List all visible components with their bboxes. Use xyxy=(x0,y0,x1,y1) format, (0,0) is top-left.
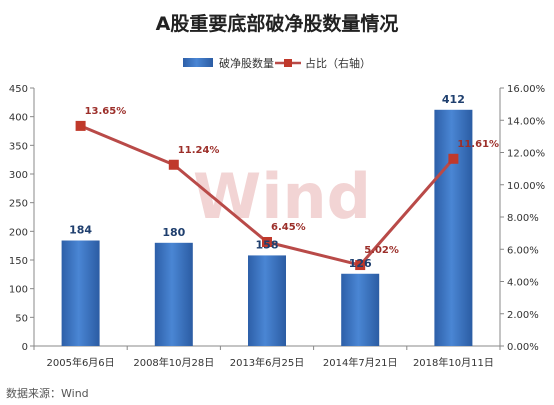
bars xyxy=(61,109,473,346)
right-axis-tick-label: 16.00% xyxy=(507,84,545,95)
right-axis-tick-label: 14.00% xyxy=(507,116,545,127)
left-axis-tick-label: 150 xyxy=(9,256,28,267)
bar-value-label: 180 xyxy=(162,226,185,239)
left-axis-tick-label: 450 xyxy=(9,84,28,95)
right-axis-tick-label: 8.00% xyxy=(507,213,539,224)
ratio-value-label: 5.02% xyxy=(364,245,399,256)
ratio-value-label: 13.65% xyxy=(85,106,127,117)
right-axis-tick-label: 2.00% xyxy=(507,310,539,321)
bar-value-label: 158 xyxy=(256,238,279,251)
left-axis-tick-label: 400 xyxy=(9,113,28,124)
ratio-point xyxy=(75,120,86,131)
legend: 破净股数量 占比（右轴） xyxy=(183,56,371,70)
ratio-line-layer xyxy=(75,120,459,271)
ratio-value-label: 11.24% xyxy=(178,145,220,156)
ratio-point xyxy=(355,260,366,271)
data-labels: 184 180 158 126 412 13.65% 11.24% 6.45% 5.02% 11.… xyxy=(69,93,499,270)
bar xyxy=(341,273,380,346)
ratio-point xyxy=(448,153,459,164)
bar-value-label: 184 xyxy=(69,224,92,237)
ratio-value-label: 11.61% xyxy=(457,139,499,150)
left-axis-tick-label: 250 xyxy=(9,199,28,210)
axes: 0 50 100 150 200 250 300 350 400 450 0.00% 2.00% 4.0… xyxy=(9,84,545,369)
left-axis-tick-label: 350 xyxy=(9,141,28,152)
ratio-value-label: 6.45% xyxy=(271,222,306,233)
chart-title: A股重要底部破净股数量情况 xyxy=(156,12,399,35)
bar xyxy=(248,255,286,346)
right-axis-tick-label: 0.00% xyxy=(507,342,539,353)
right-axis-tick-label: 12.00% xyxy=(507,149,545,160)
source-note: 数据来源：Wind xyxy=(6,387,89,400)
legend-bar-swatch xyxy=(183,58,213,67)
x-axis-tick-label: 2018年10月11日 xyxy=(413,356,494,369)
legend-line-marker xyxy=(284,59,292,67)
bar xyxy=(154,242,193,346)
right-axis-tick-label: 6.00% xyxy=(507,245,539,256)
bar xyxy=(61,240,100,346)
left-axis-tick-label: 200 xyxy=(9,227,28,238)
left-axis-tick-label: 100 xyxy=(9,285,28,296)
bar-value-label: 126 xyxy=(349,257,372,270)
left-axis-tick-label: 300 xyxy=(9,170,28,181)
bar-value-label: 412 xyxy=(442,93,465,106)
bar xyxy=(434,109,473,346)
legend-bar-label: 破净股数量 xyxy=(219,56,274,70)
legend-line-label: 占比（右轴） xyxy=(305,56,371,70)
left-axis-tick-label: 50 xyxy=(15,313,28,324)
ratio-point xyxy=(168,159,179,170)
ratio-point xyxy=(262,236,272,247)
left-axis-tick-label: 0 xyxy=(22,342,28,353)
x-axis-tick-label: 2005年6月6日 xyxy=(47,356,115,369)
right-axis-tick-label: 4.00% xyxy=(507,278,539,289)
x-axis-tick-label: 2014年7月21日 xyxy=(323,356,398,369)
watermark: Wind xyxy=(193,160,371,233)
right-axis-tick-label: 10.00% xyxy=(507,181,545,192)
x-axis-tick-label: 2013年6月25日 xyxy=(230,356,305,369)
x-axis-tick-label: 2008年10月28日 xyxy=(133,356,214,369)
